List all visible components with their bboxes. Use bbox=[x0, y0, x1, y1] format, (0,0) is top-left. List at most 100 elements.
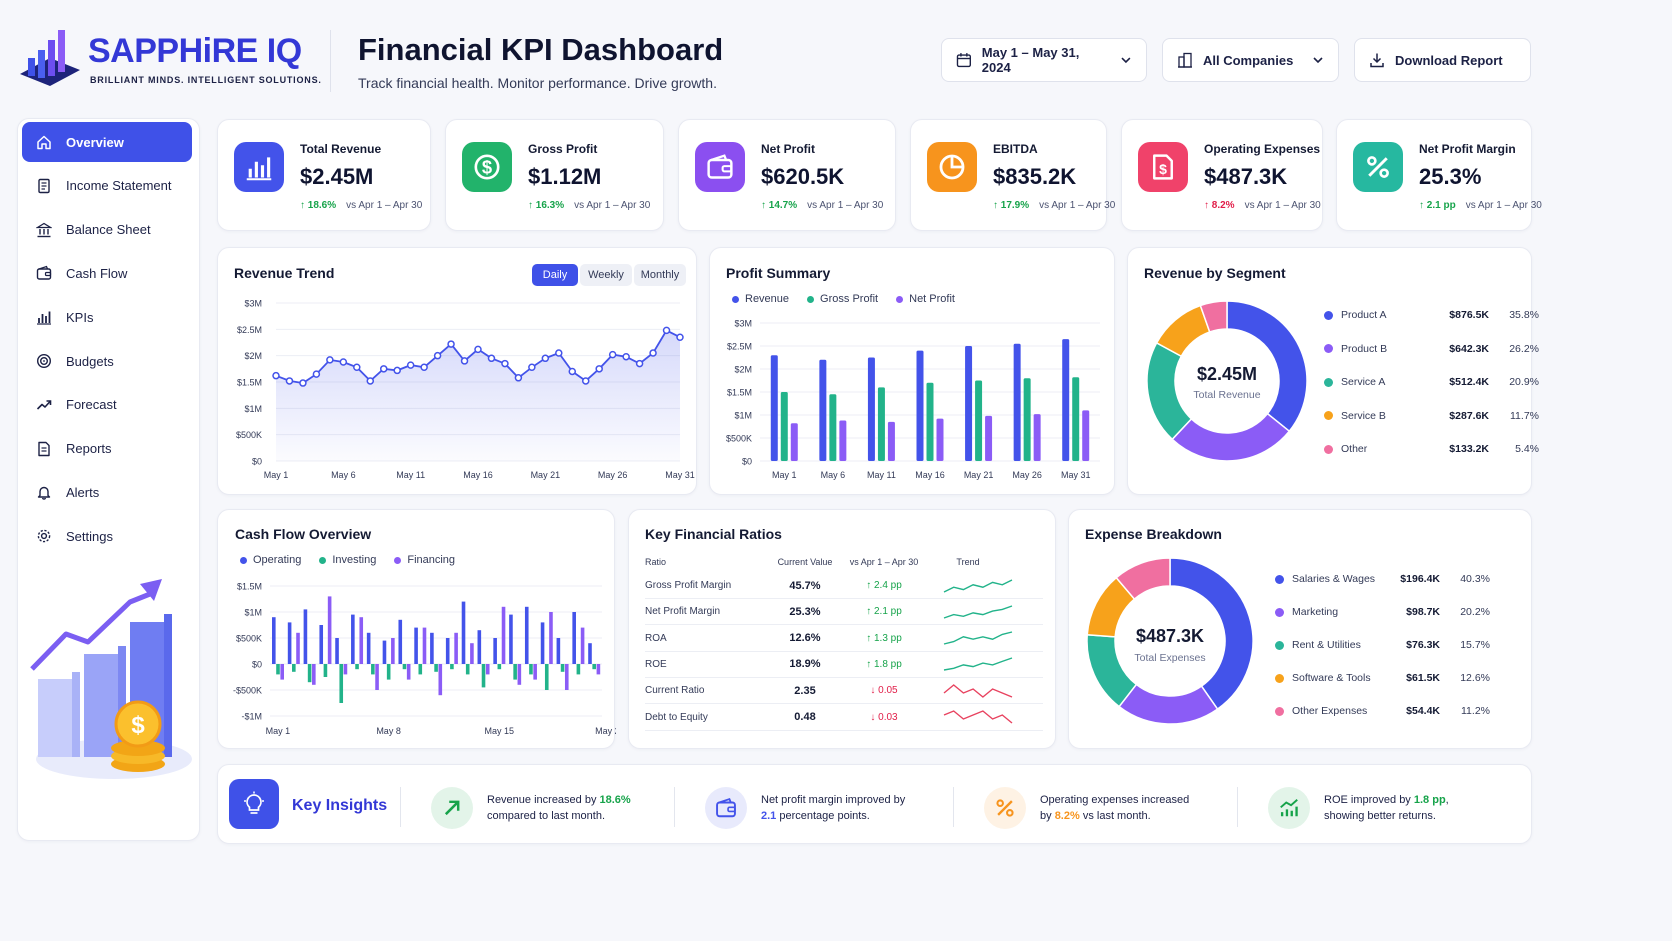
x-tick-label: May 11 bbox=[867, 470, 896, 480]
y-tick-label: $1M bbox=[244, 608, 262, 618]
revenue-point bbox=[420, 363, 428, 372]
sidebar-item-label: Settings bbox=[66, 528, 113, 544]
bar-investing bbox=[355, 664, 359, 670]
growth-chart-icon bbox=[1280, 799, 1298, 817]
ratio-sparkline bbox=[943, 578, 1013, 593]
segment-percent: 15.7% bbox=[1460, 639, 1490, 651]
bar-financing bbox=[454, 632, 458, 664]
receipt-icon: $ bbox=[1153, 154, 1173, 180]
revenue-point bbox=[649, 349, 657, 357]
kpi-delta: ↑ 8.2% vs Apr 1 – Apr 30 bbox=[1204, 200, 1321, 211]
y-tick-label: $1.5M bbox=[237, 378, 262, 388]
revenue-point bbox=[662, 326, 671, 335]
bar-investing bbox=[592, 664, 596, 670]
bar-investing bbox=[497, 664, 502, 670]
x-tick-label: May 1 bbox=[772, 470, 797, 480]
segment-name: Product A bbox=[1341, 309, 1387, 321]
ratio-delta-value: 0.05 bbox=[878, 685, 898, 697]
kpi-card-net-profit: Net Profit $620.5K ↑ 14.7% vs Apr 1 – Apr 3… bbox=[678, 119, 896, 231]
tab-daily[interactable]: Daily bbox=[532, 264, 578, 286]
bar-investing bbox=[544, 664, 549, 690]
y-tick-label: $2.5M bbox=[237, 325, 262, 335]
bar-operating bbox=[556, 638, 561, 664]
chevron-down-icon bbox=[1313, 57, 1323, 64]
percent-icon bbox=[1367, 156, 1389, 178]
sidebar-item-overview[interactable]: Overview bbox=[22, 122, 192, 162]
insight-divider bbox=[1237, 787, 1238, 827]
revenue-segment-card: Revenue by Segment $2.45M Total Revenue … bbox=[1127, 247, 1539, 495]
kpi-delta-value: 8.2% bbox=[1211, 200, 1235, 211]
sidebar-item-budgets[interactable]: Budgets bbox=[22, 341, 192, 381]
company-filter-select[interactable]: All Companies bbox=[1162, 38, 1339, 82]
x-tick-label: May 15 bbox=[484, 726, 514, 736]
legend-row: Other Expenses $54.4K 11.2% bbox=[1275, 705, 1490, 717]
ratio-delta-value: 0.03 bbox=[878, 711, 898, 723]
sidebar-item-income-statement[interactable]: Income Statement bbox=[22, 166, 192, 206]
bar-investing bbox=[481, 664, 486, 688]
brand-logo bbox=[18, 28, 82, 90]
sidebar-item-settings[interactable]: Settings bbox=[22, 516, 192, 556]
download-report-button[interactable]: Download Report bbox=[1354, 38, 1531, 82]
legend-dot bbox=[1324, 344, 1333, 353]
tab-weekly[interactable]: Weekly bbox=[580, 264, 632, 286]
bar-revenue bbox=[1013, 343, 1021, 461]
segment-name: Service B bbox=[1341, 409, 1386, 422]
ratio-delta-value: 1.3 pp bbox=[873, 632, 902, 644]
ratio-row: ROA 12.6% ↑ 1.3 pp bbox=[645, 626, 1043, 652]
sidebar-item-kpis[interactable]: KPIs bbox=[22, 297, 192, 337]
y-tick-label: $2.5M bbox=[727, 342, 752, 352]
x-tick-label: May 1 bbox=[264, 470, 289, 480]
profit-summary-chart: $0 $500K $1M $1.5M $2M $2.5M $3M May 1 May 6 May … bbox=[726, 319, 1100, 480]
sidebar-item-reports[interactable]: Reports bbox=[22, 429, 192, 469]
sparkline-path bbox=[943, 683, 1013, 698]
y-tick-label: $1M bbox=[734, 411, 752, 421]
revenue-area bbox=[276, 330, 680, 461]
bar-financing bbox=[343, 664, 348, 675]
tab-monthly[interactable]: Monthly bbox=[634, 264, 686, 286]
x-tick-label: May 22 bbox=[595, 726, 616, 736]
sidebar-item-label: Income Statement bbox=[66, 178, 172, 194]
bar-financing bbox=[422, 627, 427, 664]
sidebar-item-cash-flow[interactable]: Cash Flow bbox=[22, 253, 192, 293]
bar-operating bbox=[287, 622, 292, 664]
kpi-compare-period: vs Apr 1 – Apr 30 bbox=[1039, 200, 1116, 211]
bar-investing bbox=[276, 664, 280, 675]
bar-revenue bbox=[819, 359, 827, 461]
bar-operating bbox=[414, 627, 418, 664]
revenue-point bbox=[622, 352, 630, 361]
revenue-point bbox=[353, 363, 361, 372]
segment-percent: 40.3% bbox=[1460, 573, 1490, 585]
insight-text-pre: Operating expenses increased bbox=[1040, 794, 1190, 806]
ratio-sparkline bbox=[943, 683, 1013, 698]
sidebar-item-forecast[interactable]: Forecast bbox=[22, 385, 192, 425]
date-range-picker[interactable]: May 1 – May 31, 2024 bbox=[941, 38, 1147, 82]
kpi-value: 25.3% bbox=[1419, 164, 1482, 189]
revenue-point bbox=[595, 365, 603, 373]
download-icon bbox=[1370, 53, 1384, 68]
legend-dot bbox=[807, 295, 815, 303]
sidebar-item-balance-sheet[interactable]: Balance Sheet bbox=[22, 210, 192, 250]
insight-text-pre: ROE improved by bbox=[1324, 794, 1414, 806]
ratio-sparkline bbox=[943, 710, 1013, 724]
ratios-col-ratio: Ratio bbox=[645, 557, 667, 567]
insight-item: Revenue increased by 18.6% compared to la… bbox=[431, 787, 631, 829]
insight-text-pre2: by bbox=[1040, 810, 1055, 822]
arrow-down-icon: ↓ bbox=[870, 711, 879, 723]
bar-revenue bbox=[1062, 339, 1070, 461]
calendar-icon bbox=[956, 53, 971, 68]
key-ratios-card: Key Financial Ratios Ratio Current Value… bbox=[628, 509, 1056, 749]
legend-label: Investing bbox=[332, 554, 377, 566]
brand-name: SAPPHiRE IQ bbox=[88, 32, 302, 70]
sidebar-item-alerts[interactable]: Alerts bbox=[22, 472, 192, 512]
donut-slice-other-expenses bbox=[1115, 557, 1171, 601]
insight-text: ROE improved by 1.8 pp, showing better re… bbox=[1324, 792, 1449, 824]
ratio-delta-value: 2.4 pp bbox=[873, 580, 902, 591]
y-tick-label: $1M bbox=[244, 404, 262, 414]
arrow-up-icon: ↑ bbox=[300, 200, 308, 211]
segment-name: Software & Tools bbox=[1292, 672, 1371, 684]
bar-net-profit bbox=[839, 420, 847, 461]
bar-financing bbox=[312, 664, 316, 685]
revenue-point bbox=[608, 350, 617, 359]
ratio-row: Current Ratio 2.35 ↓ 0.05 bbox=[645, 678, 1043, 705]
segment-name: Other bbox=[1341, 443, 1368, 455]
